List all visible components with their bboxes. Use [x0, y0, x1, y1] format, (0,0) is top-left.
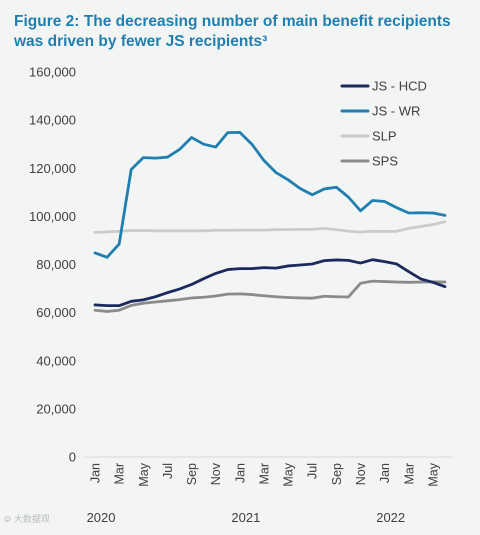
x-tick-label: Nov — [209, 462, 223, 485]
x-tick-label: Jan — [233, 463, 247, 483]
x-tick-label: May — [426, 462, 440, 486]
x-tick-label: May — [137, 462, 151, 486]
legend-label: JS - HCD — [372, 79, 427, 94]
y-tick-label: 140,000 — [29, 113, 76, 128]
x-tick-label: Jul — [306, 463, 320, 479]
y-tick-label: 120,000 — [29, 161, 76, 176]
series-line-js-hcd — [93, 258, 447, 308]
chart-title-line-1: Figure 2: The decreasing number of main … — [14, 13, 451, 30]
legend-label: JS - WR — [372, 104, 420, 119]
x-tick-label: Mar — [113, 463, 127, 485]
year-label: 2020 — [87, 510, 116, 525]
x-tick-label: May — [282, 462, 296, 486]
y-tick-label: 80,000 — [36, 257, 76, 272]
x-tick-label: Nov — [354, 462, 368, 485]
chart-title: Figure 2: The decreasing number of main … — [14, 12, 464, 52]
y-tick-label: 160,000 — [29, 65, 76, 80]
y-tick-label: 100,000 — [29, 209, 76, 224]
y-tick-label: 40,000 — [36, 353, 76, 368]
x-tick-label: Sep — [185, 463, 199, 485]
x-tick-label: Jan — [378, 463, 392, 483]
series-line-slp — [93, 220, 447, 234]
legend-label: SPS — [372, 154, 398, 169]
x-tick-label: Jul — [161, 463, 175, 479]
x-tick-label: Mar — [402, 463, 416, 485]
year-label: 2022 — [376, 510, 405, 525]
y-tick-label: 20,000 — [36, 401, 76, 416]
watermark: ࿃ 大数据观 — [4, 515, 50, 525]
series-line-sps — [93, 279, 447, 313]
x-tick-label: Mar — [257, 463, 271, 485]
legend-label: SLP — [372, 129, 397, 144]
x-tick-label: Jan — [89, 463, 103, 483]
y-tick-label: 0 — [69, 450, 76, 465]
x-tick-label: Sep — [330, 463, 344, 485]
y-tick-label: 60,000 — [36, 305, 76, 320]
year-label: 2021 — [231, 510, 260, 525]
chart-title-line-2: was driven by fewer JS recipients³ — [14, 33, 268, 50]
series-line-js-wr — [93, 130, 447, 259]
